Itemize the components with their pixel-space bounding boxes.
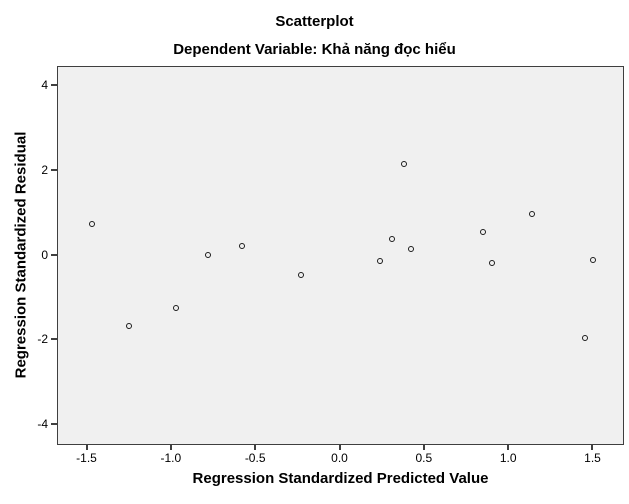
x-tick-mark (85, 444, 88, 450)
x-tick-label: -1.5 (76, 451, 97, 465)
data-point (488, 260, 495, 267)
x-tick-mark (254, 444, 257, 450)
y-tick-mark (51, 422, 57, 425)
y-tick-mark (51, 84, 57, 87)
data-point (389, 235, 396, 242)
data-point (401, 160, 408, 167)
x-tick-label: -1.0 (160, 451, 182, 465)
plot-area (57, 66, 624, 445)
y-tick-label: -4 (37, 416, 48, 431)
data-point (298, 271, 305, 278)
data-point (377, 258, 384, 265)
y-tick-label: 2 (41, 162, 48, 177)
x-axis-label: Regression Standardized Predicted Value (192, 470, 489, 487)
x-tick-mark (169, 444, 172, 450)
data-point (589, 257, 596, 264)
data-point (480, 228, 487, 235)
x-tick-label: 0.0 (331, 451, 348, 465)
x-tick-label: -0.5 (244, 451, 266, 465)
x-tick-mark (507, 444, 510, 450)
data-point (89, 220, 96, 227)
data-point (529, 211, 536, 218)
chart-title: Scatterplot (275, 13, 354, 30)
y-tick-label: 4 (41, 78, 48, 93)
x-tick-mark (338, 444, 341, 450)
y-tick-label: 0 (41, 247, 48, 262)
data-point (205, 252, 212, 258)
data-point (126, 323, 133, 330)
y-tick-mark (51, 253, 57, 256)
data-point (581, 335, 588, 342)
data-point (173, 305, 180, 312)
x-tick-label: 0.5 (415, 451, 433, 465)
data-point (407, 245, 414, 252)
x-tick-mark (422, 444, 425, 450)
y-tick-mark (51, 168, 57, 171)
chart-subtitle: Dependent Variable: Khả năng đọc hiểu (173, 41, 456, 58)
data-point (239, 243, 246, 250)
x-tick-label: 1.5 (584, 451, 601, 465)
y-tick-mark (51, 338, 57, 341)
y-tick-label: -2 (37, 332, 48, 347)
x-tick-mark (591, 444, 594, 450)
x-tick-label: 1.0 (499, 451, 517, 465)
